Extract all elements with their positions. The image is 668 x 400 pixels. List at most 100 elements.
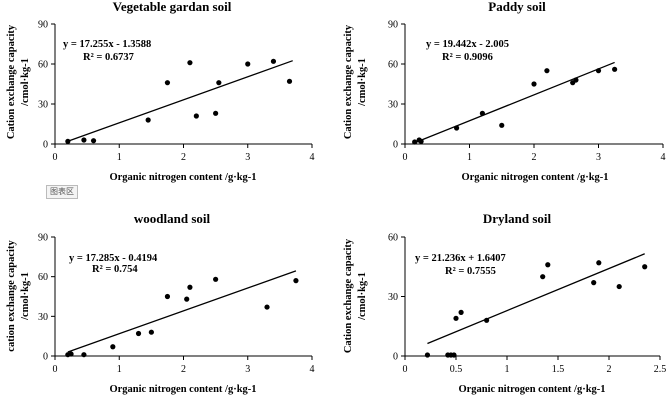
y-tick-label: 90 [388,20,398,31]
data-point [484,317,490,323]
data-point [184,296,190,302]
x-tick-label: 2 [181,364,186,375]
data-point [164,80,171,86]
data-point [458,309,464,315]
y-axis-unit-label: /cmol·kg-1 [20,58,31,107]
data-point [531,81,537,87]
trendline [414,61,615,144]
y-axis-label: Cation exchange capacity [343,238,354,353]
data-point [81,352,87,358]
x-tick-label: 3 [245,152,250,163]
data-point [293,278,299,284]
x-tick-label: 4 [310,364,315,375]
y-tick-label: 0 [43,352,48,363]
data-point [164,293,171,300]
x-axis-label: Organic nitrogen content /g·kg-1 [109,172,256,183]
data-point [213,276,219,282]
y-axis-unit-label: /cmol·kg-1 [20,272,31,321]
data-point [193,113,199,119]
data-point [412,139,418,145]
data-point [596,260,602,266]
y-tick-label: 30 [388,292,398,303]
data-point [213,110,219,116]
x-tick-label: 0.5 [450,364,463,375]
data-point [591,280,597,286]
data-point [479,110,485,116]
data-point [81,137,87,143]
x-tick-label: 1.5 [552,364,565,375]
chart-title: woodland soil [134,211,211,226]
data-point [595,68,602,74]
r-squared: R² = 0.9096 [442,52,493,63]
y-tick-label: 30 [38,312,48,323]
y-tick-label: 30 [38,100,48,111]
data-point [451,352,457,358]
data-point [286,78,293,84]
data-point [145,117,151,123]
data-point [187,60,193,66]
x-tick-label: 1 [117,364,122,375]
y-tick-label: 60 [38,60,48,71]
regression-equation: y = 21.236x + 1.6407 [415,253,506,264]
data-point [65,138,71,144]
y-tick-label: 90 [38,20,48,31]
data-point [245,61,251,67]
r-squared: R² = 0.754 [92,264,138,275]
x-tick-label: 1 [505,364,510,375]
scatter-panel-4: Dryland soil 0 30 60 0 0.5 1 1.5 2 2.5 y = 21.236x… [343,211,666,395]
data-point [418,138,424,144]
data-point [642,264,648,270]
trendline [67,270,297,353]
data-point [424,352,431,358]
x-tick-label: 0 [53,364,58,375]
y-axis-label: Cation exchange capacity [343,24,354,139]
data-point [616,283,622,290]
regression-equation: y = 17.285x - 0.4194 [69,253,158,264]
y-tick-label: 60 [388,60,398,71]
y-tick-label: 30 [388,100,398,111]
x-tick-label: 0 [53,152,58,163]
trendline [67,60,293,142]
x-tick-label: 3 [596,152,601,163]
scatter-panel-1: Vegetable gardan soil 0 30 60 90 0 1 2 3 4 y = 17.… [6,0,315,183]
chart-area-label: 图表区 [46,185,78,199]
chart-title: Vegetable gardan soil [113,0,232,14]
y-tick-label: 90 [38,233,48,244]
y-tick-label: 0 [393,140,398,151]
trendline [427,253,645,345]
x-tick-label: 3 [245,364,250,375]
x-axis-label: Organic nitrogen content /g·kg-1 [461,172,608,183]
y-tick-label: 0 [43,140,48,151]
x-tick-label: 4 [310,152,315,163]
data-point [540,274,546,280]
x-tick-label: 0 [403,152,408,163]
data-point [90,138,97,144]
x-tick-label: 1 [467,152,472,163]
chart-title: Dryland soil [483,211,552,226]
data-point [544,68,550,74]
x-tick-label: 2 [607,364,612,375]
y-axis-label: Cation exchange capacity [6,24,17,139]
x-tick-label: 4 [661,152,666,163]
x-tick-label: 1 [117,152,122,163]
data-point [499,122,505,128]
data-point [148,329,154,335]
y-axis-unit-label: /cmol·kg-1 [357,272,368,321]
data-point [270,58,277,64]
x-tick-label: 0 [403,364,408,375]
data-point [454,125,460,131]
y-axis-label: cation exchange capacity [6,240,17,352]
data-point [187,284,193,290]
r-squared: R² = 0.7555 [445,266,496,277]
data-point [573,77,579,83]
x-tick-label: 2.5 [654,364,667,375]
x-tick-label: 2 [181,152,186,163]
data-point [135,330,142,337]
x-axis-label: Organic nitrogen content /g·kg-1 [458,384,605,395]
x-tick-label: 2 [532,152,537,163]
y-axis-unit-label: /cmol·kg-1 [357,58,368,107]
data-point [612,66,618,72]
data-point [68,351,74,357]
y-tick-label: 60 [388,233,398,244]
